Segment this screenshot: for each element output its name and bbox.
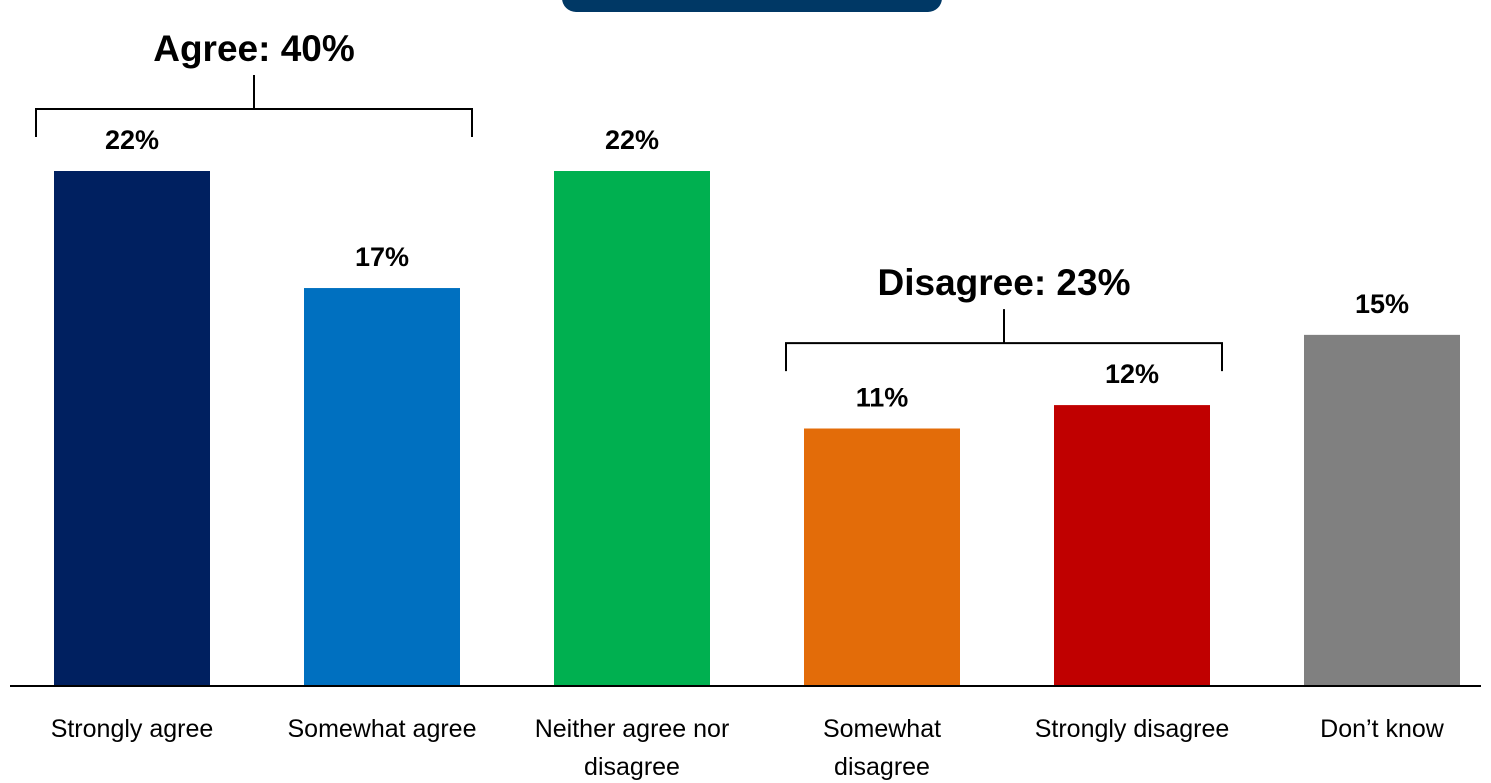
group-label-0: Agree: 40% [153,28,355,69]
value-label-1: 17% [355,242,409,272]
value-label-4: 12% [1105,359,1159,389]
category-label-2-line-1: disagree [584,753,680,781]
group-bracket-0 [35,75,473,137]
category-label-4: Strongly disagree [1035,715,1230,743]
group-label-1: Disagree: 23% [878,262,1131,303]
bar-4 [1054,405,1210,686]
value-label-3: 11% [856,383,909,413]
header-banner [562,0,942,12]
category-label-0: Strongly agree [51,715,214,743]
bar-3 [804,428,960,686]
bar-1 [304,288,460,686]
bar-2 [554,171,710,686]
category-label-3: Somewhat [823,715,941,743]
value-label-2: 22% [605,125,659,155]
category-label-2: Neither agree nor [535,715,730,743]
category-label-5: Don’t know [1320,715,1445,743]
group-bracket-1 [785,309,1223,372]
category-label-3-line-1: disagree [834,753,930,781]
category-label-1: Somewhat agree [287,715,476,743]
value-label-5: 15% [1355,289,1409,319]
bar-0 [54,171,210,686]
value-label-0: 22% [105,125,159,155]
bar-5 [1304,334,1460,686]
